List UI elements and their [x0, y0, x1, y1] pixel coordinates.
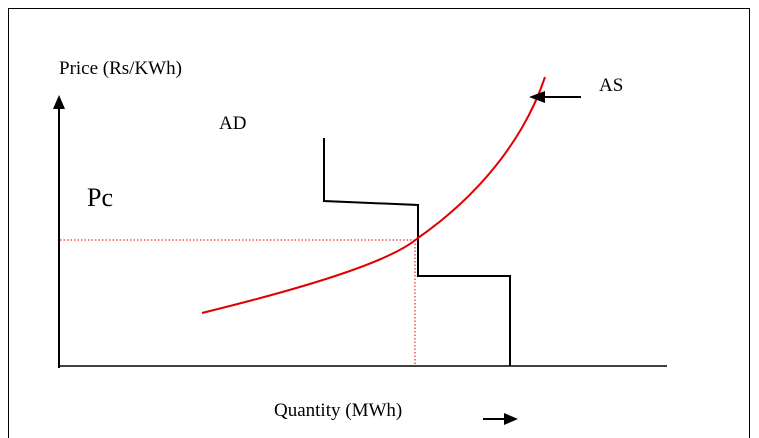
y-axis-label: Price (Rs/KWh): [59, 58, 182, 79]
diagram-border: [8, 8, 750, 438]
supply-pointer-arrowhead: [529, 91, 545, 103]
x-axis-label: Quantity (MWh): [274, 400, 403, 421]
supply-curve: [201, 76, 546, 314]
clearing-price-label: Pc: [87, 183, 113, 212]
supply-label: AS: [599, 75, 624, 96]
demand-label: AD: [219, 113, 247, 134]
quantity-arrow-head: [504, 413, 518, 425]
demand-step-curve: [323, 138, 511, 366]
y-axis-arrowhead: [53, 95, 65, 109]
